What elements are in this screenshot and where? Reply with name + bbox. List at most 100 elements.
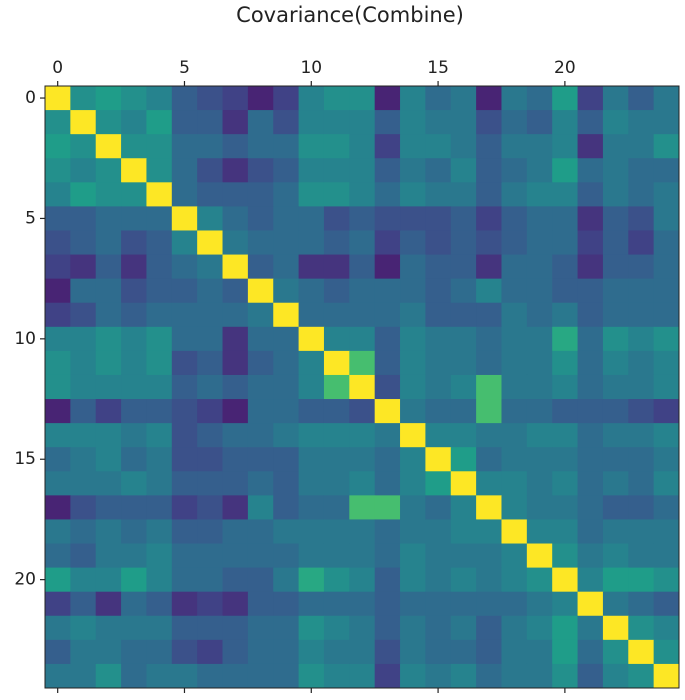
cell (628, 543, 655, 569)
cell (323, 182, 350, 207)
cell (146, 86, 173, 111)
cell (374, 639, 401, 665)
cell (400, 543, 426, 569)
cell (95, 110, 122, 135)
cell (70, 350, 97, 376)
cell (95, 374, 122, 400)
cell (374, 591, 401, 617)
cell (577, 399, 604, 424)
cell (476, 495, 502, 520)
cell (70, 567, 97, 593)
x-tick-label: 20 (554, 58, 576, 78)
cell (602, 230, 629, 256)
cell (95, 230, 122, 256)
cell (450, 110, 477, 135)
cell (552, 567, 579, 593)
cell (653, 278, 680, 304)
cell (349, 447, 376, 472)
y-tick-label: 10 (14, 329, 36, 349)
cell (400, 254, 426, 280)
cell (70, 230, 97, 256)
cell (374, 206, 401, 231)
cell (653, 326, 680, 352)
cell (602, 326, 629, 352)
cell (374, 86, 401, 111)
cell (425, 86, 452, 111)
cell (374, 110, 401, 135)
cell (222, 110, 249, 135)
cell (501, 374, 528, 400)
cell (602, 374, 629, 400)
cell (552, 158, 579, 183)
cell (171, 519, 198, 545)
cell (501, 519, 528, 545)
cell (171, 86, 198, 111)
plot-frame (44, 85, 680, 689)
cell (247, 399, 274, 424)
cell (552, 350, 579, 376)
cell (222, 254, 249, 280)
cell (171, 182, 198, 207)
cell (374, 230, 401, 256)
cell (653, 374, 680, 400)
cell (400, 230, 426, 256)
cell (197, 639, 224, 665)
cell (526, 326, 553, 352)
cell (653, 519, 680, 545)
cell (501, 399, 528, 424)
cell (450, 326, 477, 352)
cell (425, 278, 452, 304)
cell (501, 543, 528, 569)
cell (45, 110, 71, 135)
cell (146, 399, 173, 424)
cell (450, 447, 477, 472)
cell (400, 350, 426, 376)
cell (95, 134, 122, 159)
cell (298, 254, 325, 280)
cell (70, 639, 97, 665)
cell (628, 350, 655, 376)
cell (501, 471, 528, 496)
cell (171, 206, 198, 231)
cell (197, 182, 224, 207)
cell (653, 86, 680, 111)
cell (552, 591, 579, 617)
cell (476, 206, 502, 231)
cell (476, 350, 502, 376)
cell (552, 471, 579, 496)
cell (552, 278, 579, 304)
cell (146, 374, 173, 400)
cell (247, 230, 274, 256)
cell (374, 374, 401, 400)
cell (121, 519, 147, 545)
cell (298, 206, 325, 231)
cell (146, 615, 173, 641)
cell (197, 134, 224, 159)
cell (222, 639, 249, 665)
cell (653, 134, 680, 159)
cell (121, 639, 147, 665)
cell (121, 182, 147, 207)
cell (450, 495, 477, 520)
cell (121, 663, 147, 689)
cell (121, 134, 147, 159)
cell (476, 374, 502, 400)
cell (45, 374, 71, 400)
cell (400, 86, 426, 111)
cell (171, 447, 198, 472)
cell (577, 423, 604, 448)
cell (526, 374, 553, 400)
cell (374, 423, 401, 448)
cell (298, 615, 325, 641)
cell (222, 447, 249, 472)
cell (70, 519, 97, 545)
cell (222, 519, 249, 545)
cell (247, 134, 274, 159)
cell (400, 591, 426, 617)
cell (628, 134, 655, 159)
cell (95, 350, 122, 376)
cell (247, 374, 274, 400)
cell (95, 663, 122, 689)
cell (450, 86, 477, 111)
cell (146, 182, 173, 207)
